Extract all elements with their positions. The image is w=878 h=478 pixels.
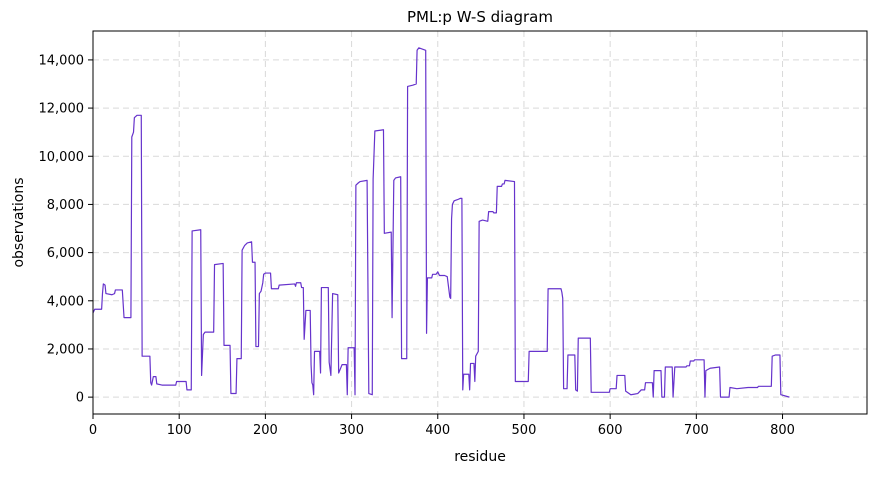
x-axis-label: residue — [454, 449, 506, 465]
x-tick-label: 800 — [770, 423, 795, 438]
y-tick-label: 6,000 — [47, 246, 84, 261]
y-tick-label: 12,000 — [39, 102, 85, 117]
x-tick-label: 200 — [253, 423, 278, 438]
series-line — [92, 47, 790, 398]
x-tick-label: 300 — [339, 423, 364, 438]
x-tick-label: 700 — [684, 423, 709, 438]
series-layer — [92, 47, 790, 398]
x-tick-label: 100 — [167, 423, 192, 438]
x-tick-label: 0 — [89, 423, 97, 438]
x-axis-ticks: 0 100 200 300 400 500 600 700 800 — [89, 414, 795, 438]
y-tick-label: 4,000 — [47, 294, 84, 309]
y-tick-label: 14,000 — [39, 53, 85, 68]
x-tick-label: 600 — [598, 423, 623, 438]
y-axis-label: observations — [11, 177, 27, 267]
plot-frame — [92, 30, 868, 415]
x-tick-label: 400 — [425, 423, 450, 438]
y-axis-ticks: 0 2,000 4,000 6,000 8,000 10,000 12,000 14,000 — [39, 53, 93, 406]
chart-title: PML:p W-S diagram — [407, 8, 553, 26]
y-tick-label: 10,000 — [39, 150, 85, 165]
y-tick-label: 2,000 — [47, 342, 84, 357]
y-tick-label: 0 — [76, 391, 84, 406]
y-tick-label: 8,000 — [47, 198, 84, 213]
x-tick-label: 500 — [512, 423, 537, 438]
grid — [92, 31, 867, 414]
